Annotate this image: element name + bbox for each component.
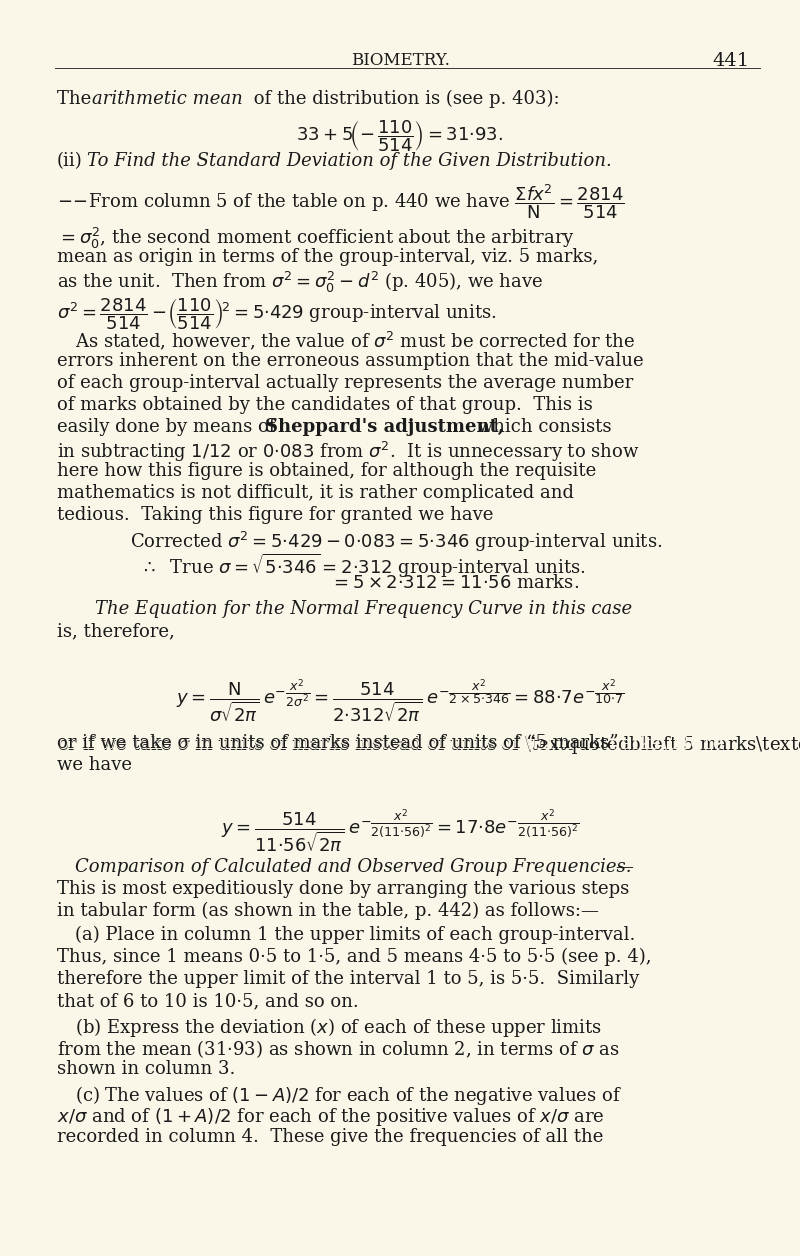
Text: in subtracting $1/12$ or $0{\cdot}083$ from $\sigma^{2}$.  It is unnecessary to : in subtracting $1/12$ or $0{\cdot}083$ f… bbox=[57, 440, 639, 465]
Text: As stated, however, the value of $\sigma^{2}$ must be corrected for the: As stated, however, the value of $\sigma… bbox=[75, 330, 635, 353]
Text: (c) The values of $(1-A)/2$ for each of the negative values of: (c) The values of $(1-A)/2$ for each of … bbox=[75, 1084, 622, 1107]
Text: The Equation for the Normal Frequency Curve in this case: The Equation for the Normal Frequency Cu… bbox=[95, 600, 632, 618]
Text: shown in column 3.: shown in column 3. bbox=[57, 1060, 235, 1078]
Text: BIOMETRY.: BIOMETRY. bbox=[350, 51, 450, 69]
Text: as the unit.  Then from $\sigma^{2}=\sigma_{0}^{2}-d^{2}$ (p. 405), we have: as the unit. Then from $\sigma^{2}=\sigm… bbox=[57, 270, 543, 295]
Text: of marks obtained by the candidates of that group.  This is: of marks obtained by the candidates of t… bbox=[57, 396, 593, 414]
Text: $y=\dfrac{514}{11{\cdot}56\sqrt{2\pi}}\,e^{-\dfrac{x^{2}}{2(11{\cdot}56)^{2}}}=1: $y=\dfrac{514}{11{\cdot}56\sqrt{2\pi}}\,… bbox=[221, 808, 579, 855]
Text: $\therefore$  True $\sigma=\sqrt{5{\cdot}346}=2{\cdot}312$ group-interval units.: $\therefore$ True $\sigma=\sqrt{5{\cdot}… bbox=[140, 551, 586, 580]
Text: $=\sigma_{0}^{2}$, the second moment coefficient about the arbitrary: $=\sigma_{0}^{2}$, the second moment coe… bbox=[57, 226, 574, 251]
Text: $x/\sigma$ and of $(1+A)/2$ for each of the positive values of $x/\sigma$ are: $x/\sigma$ and of $(1+A)/2$ for each of … bbox=[57, 1107, 605, 1128]
Text: To Find the Standard Deviation of the Given Distribution.: To Find the Standard Deviation of the Gi… bbox=[87, 152, 612, 170]
Text: This is most expeditiously done by arranging the various steps: This is most expeditiously done by arran… bbox=[57, 880, 630, 898]
Text: —: — bbox=[615, 858, 633, 875]
Text: mean as origin in terms of the group-interval, viz. 5 marks,: mean as origin in terms of the group-int… bbox=[57, 247, 598, 266]
Text: $-\!-\!$From column 5 of the table on p. 440 we have $\dfrac{\Sigma fx^{2}}{\mat: $-\!-\!$From column 5 of the table on p.… bbox=[57, 182, 625, 221]
Text: tedious.  Taking this figure for granted we have: tedious. Taking this figure for granted … bbox=[57, 506, 494, 524]
Text: is, therefore,: is, therefore, bbox=[57, 622, 174, 641]
Text: $=5\times2{\cdot}312=11{\cdot}56$ marks.: $=5\times2{\cdot}312=11{\cdot}56$ marks. bbox=[330, 574, 579, 592]
Text: 441: 441 bbox=[713, 51, 750, 70]
Text: $33+5\!\left(-\,\dfrac{110}{514}\right)=31{\cdot}93.$: $33+5\!\left(-\,\dfrac{110}{514}\right)=… bbox=[297, 118, 503, 153]
Text: Corrected $\sigma^{2}=5{\cdot}429-0{\cdot}083=5{\cdot}346$ group-interval units.: Corrected $\sigma^{2}=5{\cdot}429-0{\cdo… bbox=[130, 530, 662, 554]
Text: Comparison of Calculated and Observed Group Frequencies.: Comparison of Calculated and Observed Gr… bbox=[75, 858, 631, 875]
Text: easily done by means of: easily done by means of bbox=[57, 418, 281, 436]
Text: recorded in column 4.  These give the frequencies of all the: recorded in column 4. These give the fre… bbox=[57, 1128, 603, 1145]
Text: in tabular form (as shown in the table, p. 442) as follows:—: in tabular form (as shown in the table, … bbox=[57, 902, 599, 921]
Text: arithmetic mean: arithmetic mean bbox=[92, 90, 242, 108]
Text: Sheppard's adjustment,: Sheppard's adjustment, bbox=[265, 418, 504, 436]
Text: or if we take σ in units of marks instead of units of “5 marks”: or if we take σ in units of marks instea… bbox=[57, 734, 618, 752]
Text: Thus, since 1 means 0·5 to 1·5, and 5 means 4·5 to 5·5 (see p. 4),: Thus, since 1 means 0·5 to 1·5, and 5 me… bbox=[57, 948, 651, 966]
Text: or if we take $\sigma$ in units of marks instead of units of \textquotedblleft 5: or if we take $\sigma$ in units of marks… bbox=[57, 734, 800, 756]
Text: mathematics is not difficult, it is rather complicated and: mathematics is not difficult, it is rath… bbox=[57, 484, 574, 502]
Text: The: The bbox=[57, 90, 97, 108]
Text: that of 6 to 10 is 10·5, and so on.: that of 6 to 10 is 10·5, and so on. bbox=[57, 992, 358, 1010]
Text: here how this figure is obtained, for although the requisite: here how this figure is obtained, for al… bbox=[57, 462, 596, 480]
Text: or if we take $\sigma$ in units of marks instead of units of \u201c5 marks\u201d: or if we take $\sigma$ in units of marks… bbox=[57, 734, 725, 754]
Text: therefore the upper limit of the interval 1 to 5, is 5·5.  Similarly: therefore the upper limit of the interva… bbox=[57, 970, 639, 988]
Text: we have: we have bbox=[57, 756, 132, 774]
Text: $\sigma^{2}=\dfrac{2814}{514}-\!\left(\dfrac{110}{514}\right)^{\!2}=5{\cdot}429$: $\sigma^{2}=\dfrac{2814}{514}-\!\left(\d… bbox=[57, 296, 497, 332]
Text: which consists: which consists bbox=[472, 418, 611, 436]
Text: (a) Place in column 1 the upper limits of each group-interval.: (a) Place in column 1 the upper limits o… bbox=[75, 926, 635, 945]
Text: from the mean (31${\cdot}$93) as shown in column 2, in terms of $\sigma$ as: from the mean (31${\cdot}$93) as shown i… bbox=[57, 1037, 620, 1060]
Text: of the distribution is (see p. 403):: of the distribution is (see p. 403): bbox=[248, 90, 560, 108]
Text: $y=\dfrac{\mathrm{N}}{\sigma\sqrt{2\pi}}\,e^{-\dfrac{x^{2}}{2\sigma^{2}}}=\dfrac: $y=\dfrac{\mathrm{N}}{\sigma\sqrt{2\pi}}… bbox=[175, 678, 625, 725]
Text: (ii): (ii) bbox=[57, 152, 82, 170]
Text: errors inherent on the erroneous assumption that the mid-value: errors inherent on the erroneous assumpt… bbox=[57, 352, 644, 371]
Text: of each group-interval actually represents the average number: of each group-interval actually represen… bbox=[57, 374, 634, 392]
Text: (b) Express the deviation ($x$) of each of these upper limits: (b) Express the deviation ($x$) of each … bbox=[75, 1016, 602, 1039]
